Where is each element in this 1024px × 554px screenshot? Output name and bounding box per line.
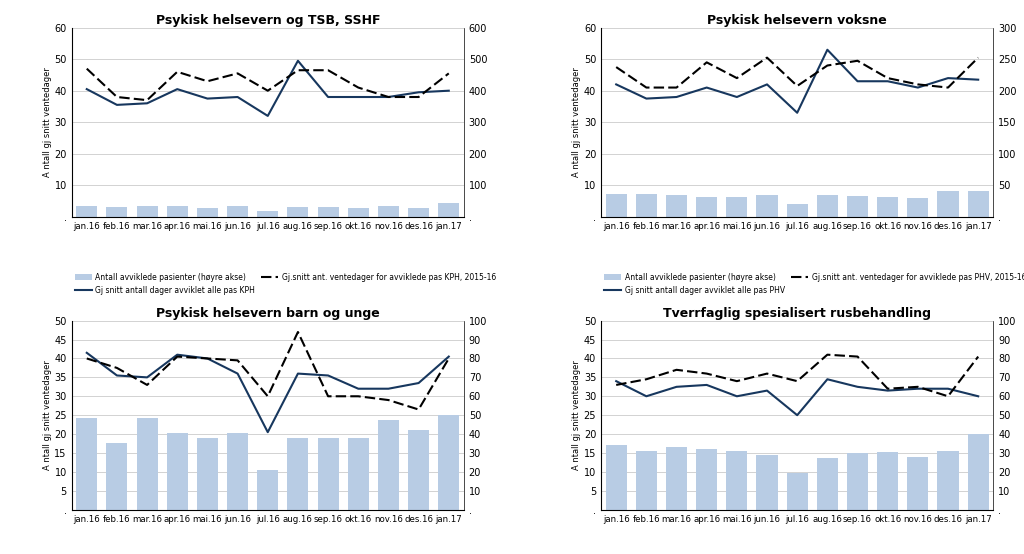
Bar [847, 453, 868, 510]
Bar [167, 433, 187, 510]
Bar [76, 206, 97, 217]
Bar [786, 473, 808, 510]
Bar [408, 430, 429, 510]
Bar [757, 455, 777, 510]
Bar [227, 206, 248, 217]
Bar [106, 443, 128, 510]
Bar [878, 452, 898, 510]
Bar [106, 207, 128, 217]
Y-axis label: A ntall gj snitt ventedager: A ntall gj snitt ventedager [572, 360, 581, 470]
Bar [227, 433, 248, 510]
Bar [757, 195, 777, 217]
Bar [197, 208, 218, 217]
Bar [696, 197, 717, 217]
Bar [666, 447, 687, 510]
Bar [786, 204, 808, 217]
Title: Tverrfaglig spesialisert rusbehandling: Tverrfaglig spesialisert rusbehandling [664, 306, 931, 320]
Bar [348, 208, 369, 217]
Legend: Antall avviklede pasienter (høyre akse), Gj snitt antall dager avviklet alle pas: Antall avviklede pasienter (høyre akse),… [601, 270, 1024, 297]
Bar [937, 191, 958, 217]
Bar [817, 195, 838, 217]
Bar [317, 207, 339, 217]
Legend: Antall avviklede pasienter (høyre akse), Gj snitt antall dager avviklet alle pas: Antall avviklede pasienter (høyre akse),… [72, 270, 500, 297]
Bar [257, 470, 279, 510]
Y-axis label: A ntall gj snitt ventedager: A ntall gj snitt ventedager [572, 67, 581, 177]
Bar [257, 211, 279, 217]
Bar [438, 203, 460, 217]
Bar [968, 434, 989, 510]
Bar [197, 438, 218, 510]
Bar [408, 208, 429, 217]
Bar [726, 197, 748, 217]
Bar [907, 198, 929, 217]
Bar [696, 449, 717, 510]
Bar [907, 456, 929, 510]
Y-axis label: A ntall gj snitt ventedager: A ntall gj snitt ventedager [43, 67, 51, 177]
Bar [817, 458, 838, 510]
Title: Psykisk helsevern og TSB, SSHF: Psykisk helsevern og TSB, SSHF [156, 13, 380, 27]
Title: Psykisk helsevern voksne: Psykisk helsevern voksne [708, 13, 887, 27]
Bar [666, 196, 687, 217]
Bar [136, 418, 158, 510]
Bar [726, 451, 748, 510]
Title: Psykisk helsevern barn og unge: Psykisk helsevern barn og unge [156, 306, 380, 320]
Bar [288, 438, 308, 510]
Bar [937, 451, 958, 510]
Bar [288, 207, 308, 217]
Bar [636, 451, 657, 510]
Bar [76, 418, 97, 510]
Bar [167, 206, 187, 217]
Bar [348, 438, 369, 510]
Bar [605, 445, 627, 510]
Bar [878, 197, 898, 217]
Bar [636, 194, 657, 217]
Bar [378, 206, 399, 217]
Bar [378, 420, 399, 510]
Bar [968, 191, 989, 217]
Bar [136, 206, 158, 217]
Bar [438, 415, 460, 510]
Bar [317, 438, 339, 510]
Bar [847, 196, 868, 217]
Y-axis label: A ntall gj snitt ventedager: A ntall gj snitt ventedager [43, 360, 51, 470]
Bar [605, 194, 627, 217]
